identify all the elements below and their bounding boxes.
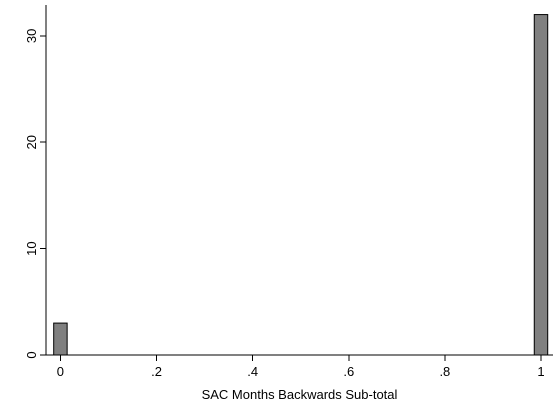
- bar-0: [53, 322, 68, 356]
- x-tick-label: .4: [247, 364, 258, 379]
- x-axis-ticks: 0 .2 .4 .6 .8 1: [57, 355, 545, 379]
- y-tick-label: 0: [24, 351, 39, 358]
- bar-1: [533, 14, 549, 356]
- bars-group: [53, 14, 549, 356]
- x-tick-label: 0: [57, 364, 64, 379]
- x-tick-label: .8: [439, 364, 450, 379]
- y-axis-ticks: 0 10 20 30: [24, 29, 46, 359]
- x-axis-title: SAC Months Backwards Sub-total: [202, 387, 398, 402]
- x-tick-label: 1: [537, 364, 544, 379]
- x-tick-label: .2: [151, 364, 162, 379]
- y-tick-label: 10: [24, 241, 39, 255]
- x-tick-label: .6: [343, 364, 354, 379]
- y-tick-label: 30: [24, 29, 39, 43]
- y-tick-label: 20: [24, 135, 39, 149]
